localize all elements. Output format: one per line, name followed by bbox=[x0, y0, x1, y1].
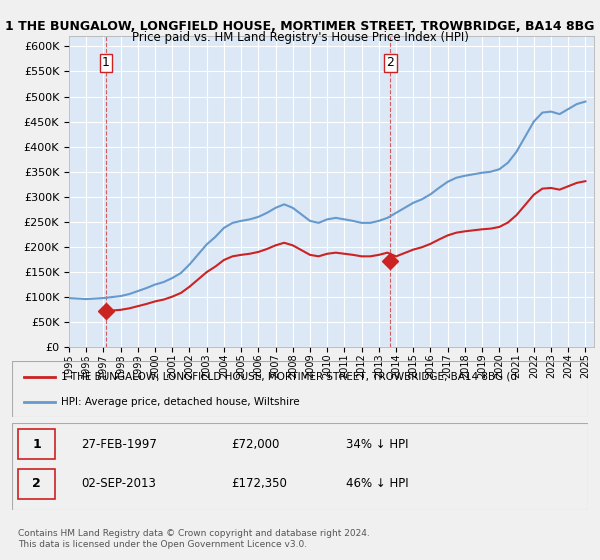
Text: Price paid vs. HM Land Registry's House Price Index (HPI): Price paid vs. HM Land Registry's House … bbox=[131, 31, 469, 44]
Text: £72,000: £72,000 bbox=[231, 437, 279, 451]
Text: 1: 1 bbox=[32, 437, 41, 451]
Text: 02-SEP-2013: 02-SEP-2013 bbox=[81, 478, 156, 491]
Text: HPI: Average price, detached house, Wiltshire: HPI: Average price, detached house, Wilt… bbox=[61, 396, 299, 407]
Text: 2: 2 bbox=[32, 478, 41, 491]
Text: 1 THE BUNGALOW, LONGFIELD HOUSE, MORTIMER STREET, TROWBRIDGE, BA14 8BG (d: 1 THE BUNGALOW, LONGFIELD HOUSE, MORTIME… bbox=[61, 372, 517, 382]
Text: 1: 1 bbox=[102, 57, 110, 69]
Text: 1 THE BUNGALOW, LONGFIELD HOUSE, MORTIMER STREET, TROWBRIDGE, BA14 8BG: 1 THE BUNGALOW, LONGFIELD HOUSE, MORTIME… bbox=[5, 20, 595, 32]
Text: 27-FEB-1997: 27-FEB-1997 bbox=[81, 437, 157, 451]
Text: 2: 2 bbox=[386, 57, 394, 69]
Text: £172,350: £172,350 bbox=[231, 478, 287, 491]
Bar bbox=[18, 429, 55, 459]
Text: Contains HM Land Registry data © Crown copyright and database right 2024.
This d: Contains HM Land Registry data © Crown c… bbox=[18, 529, 370, 549]
Bar bbox=[18, 469, 55, 499]
Text: 34% ↓ HPI: 34% ↓ HPI bbox=[346, 437, 409, 451]
Text: 46% ↓ HPI: 46% ↓ HPI bbox=[346, 478, 409, 491]
